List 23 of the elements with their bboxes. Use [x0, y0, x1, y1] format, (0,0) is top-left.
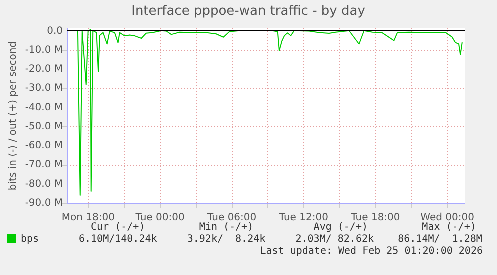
x-tick-label: Mon 18:00	[62, 212, 115, 224]
line-series	[77, 29, 463, 196]
x-tick-label: Tue 12:00	[278, 212, 328, 224]
y-tick-label: -80.0 M	[25, 178, 63, 190]
y-tick-label: -60.0 M	[25, 140, 63, 152]
y-axis-title: bits in (-) / out (+) per second	[8, 41, 19, 191]
y-tick-label: -10.0 M	[25, 44, 63, 56]
legend-label: bps	[21, 234, 40, 245]
text: Cur (-/+) Min (-/+) Avg (-/+) Max (-/+)	[90, 222, 476, 234]
y-tick-label: -40.0 M	[25, 102, 63, 114]
x-tick-label: Tue 00:00	[134, 212, 185, 224]
y-tick-label: -50.0 M	[25, 121, 63, 132]
y-tick-label: -70.0 M	[25, 160, 63, 171]
x-tick-label: Tue 06:00	[206, 212, 257, 224]
y-tick-label: -20.0 M	[25, 64, 63, 76]
text: 6.10M/140.24k 3.92k/ 8.24k 2.03M/ 82.62k 86.14M/ 1.28M	[79, 234, 482, 246]
text: Last update: Wed Feb 25 01:20:00 2026	[260, 246, 483, 258]
y-tick-label: 0.0	[47, 26, 63, 37]
x-tick-label: Tue 18:00	[350, 212, 400, 224]
y-tick-label: -90.0 M	[25, 198, 63, 209]
chart-title: Interface pppoe-wan traffic - by day	[130, 4, 366, 19]
x-tick-label: Wed 00:00	[420, 212, 474, 224]
y-tick-label: -30.0 M	[25, 83, 63, 94]
